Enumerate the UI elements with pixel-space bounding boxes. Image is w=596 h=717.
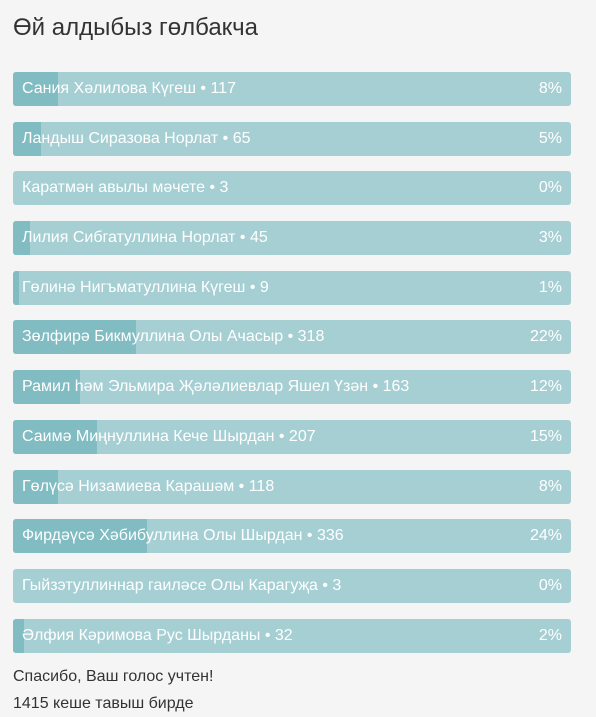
result-bar bbox=[13, 270, 19, 305]
poll-option: Гөлинә Нигъматуллина Күгеш • 9 1% bbox=[13, 270, 571, 305]
result-bar bbox=[13, 618, 25, 653]
option-label: Саимә Миңнуллина Кече Шырдан • 207 bbox=[22, 427, 316, 445]
poll-option: Саимә Миңнуллина Кече Шырдан • 207 15% bbox=[13, 419, 571, 454]
option-label: Рамил һәм Эльмира Җәләлиевлар Яшел Үзән … bbox=[22, 378, 410, 396]
option-percent: 22% bbox=[529, 328, 562, 346]
option-label: Әлфия Кәримова Рус Шырданы • 32 bbox=[22, 626, 293, 644]
option-label: Лилия Сибгатуллина Норлат • 45 bbox=[22, 229, 268, 247]
poll-option: Зөлфирә Бикмуллина Олы Ачасыр • 318 22% bbox=[13, 320, 571, 355]
total-votes: 1415 кеше тавыш бирде bbox=[13, 695, 194, 712]
poll-options: Сания Хәлилова Күгеш • 117 8% Ландыш Сираз… bbox=[13, 72, 571, 668]
poll-option: Каратмән авылы мәчете • 3 0% bbox=[13, 171, 571, 206]
option-percent: 24% bbox=[529, 527, 562, 545]
result-bar bbox=[13, 72, 58, 106]
result-bar bbox=[13, 121, 41, 156]
result-bar bbox=[13, 370, 80, 405]
option-label: Сания Хәлилова Күгеш • 117 bbox=[22, 80, 236, 97]
option-percent: 8% bbox=[538, 80, 562, 97]
result-bar bbox=[13, 419, 97, 454]
option-percent: 5% bbox=[538, 129, 562, 147]
poll-option: Гыйзэтуллиннар гаиләсе Олы Карагуҗа • 3 0… bbox=[13, 568, 571, 603]
option-percent: 0% bbox=[538, 576, 562, 594]
option-label: Фирдәүсә Хәбибуллина Олы Шырдан • 336 bbox=[22, 527, 344, 545]
option-label: Гөлүсә Низамиева Карашәм • 118 bbox=[22, 477, 275, 495]
poll-option: Сания Хәлилова Күгеш • 117 8% bbox=[13, 72, 571, 106]
poll-option: Фирдәүсә Хәбибуллина Олы Шырдан • 336 24% bbox=[13, 519, 571, 554]
option-percent: 3% bbox=[538, 229, 562, 247]
poll-option: Лилия Сибгатуллина Норлат • 45 3% bbox=[13, 221, 571, 256]
option-percent: 15% bbox=[529, 427, 562, 445]
result-bar bbox=[13, 320, 136, 355]
option-label: Гөлинә Нигъматуллина Күгеш • 9 bbox=[22, 278, 269, 296]
poll-option: Гөлүсә Низамиева Карашәм • 118 8% bbox=[13, 469, 571, 504]
option-label: Каратмән авылы мәчете • 3 bbox=[22, 179, 229, 197]
option-percent: 0% bbox=[538, 179, 562, 197]
option-percent: 2% bbox=[538, 626, 562, 644]
poll-option: Әлфия Кәримова Рус Шырданы • 32 2% bbox=[13, 618, 571, 653]
option-label: Зөлфирә Бикмуллина Олы Ачасыр • 318 bbox=[22, 328, 325, 346]
option-label: Ландыш Сиразова Норлат • 65 bbox=[22, 129, 251, 147]
option-percent: 1% bbox=[538, 278, 562, 296]
option-label: Гыйзэтуллиннар гаиләсе Олы Карагуҗа • 3 bbox=[22, 576, 342, 594]
poll-title: Өй алдыбыз гөлбакча bbox=[13, 14, 259, 41]
option-percent: 12% bbox=[529, 378, 562, 396]
poll-option: Рамил һәм Эльмира Җәләлиевлар Яшел Үзән … bbox=[13, 370, 571, 405]
option-percent: 8% bbox=[538, 477, 562, 495]
poll-option: Ландыш Сиразова Норлат • 65 5% bbox=[13, 121, 571, 156]
thanks-message: Спасибо, Ваш голос учтен! bbox=[13, 668, 214, 685]
result-bar bbox=[13, 469, 58, 504]
result-bar bbox=[13, 519, 147, 554]
result-bar bbox=[13, 221, 30, 256]
